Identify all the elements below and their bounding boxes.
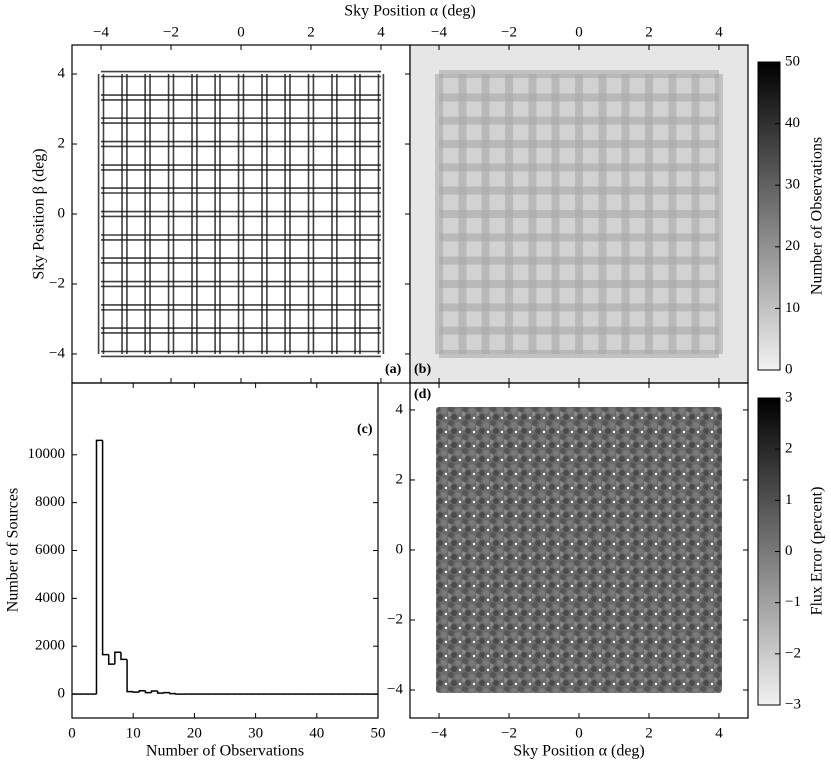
x-tick-label: −4 [431,24,447,40]
y-tick-label: 2000 [35,638,65,654]
colorbar-tick-label: −3 [785,696,801,712]
colorbar-tick-label: 10 [785,300,800,316]
histogram-step [169,692,177,695]
panel-label: (b) [414,362,431,377]
colorbar-label: Flux Error (percent) [809,487,826,616]
heatmap-stripe [644,74,653,354]
heatmap-stripe [668,74,677,354]
histogram-step [144,690,152,694]
histogram-step [138,689,146,693]
scatter-points [436,406,722,693]
y-tick-label: −2 [387,611,403,627]
x-tick-label: 20 [187,725,202,741]
x-tick-label: 0 [575,24,583,40]
y-tick-label: 6000 [35,542,65,558]
colorbar-tick-label: −2 [785,645,801,661]
y-label: Sky Position β (deg) [31,148,48,279]
x-tick-label: 4 [377,24,385,40]
heatmap-stripe [714,74,723,354]
heatmap-stripe [439,93,719,102]
histogram-step [150,690,158,693]
histogram-step [126,659,134,693]
colorbar-label: Number of Observations [809,137,826,295]
x-tick-label: −2 [501,24,517,40]
histogram-step [101,440,109,656]
x-tick-label: −2 [163,24,179,40]
y-tick-label: 2 [396,471,404,487]
x-tick-label: 50 [371,725,386,741]
heatmap-stripe [439,140,719,149]
histogram-step [114,651,121,665]
colorbar-tick-label: 3 [785,389,793,405]
heatmap-stripe [439,70,719,79]
panel-label: (a) [385,362,402,377]
x-tick-label: 0 [68,725,76,741]
panel-label: (c) [357,422,373,437]
colorbar-tick-label: 0 [785,543,793,559]
y-tick-label: −4 [49,345,65,361]
x-tick-label: −4 [431,725,447,741]
axes-frame [71,382,379,719]
y-label: Number of Sources [5,488,22,612]
x-tick-label: −2 [501,725,517,741]
heatmap-stripe [691,74,700,354]
heatmap-stripe [598,74,607,354]
panel-label: (d) [414,387,431,402]
colorbar [757,61,781,371]
histogram-step [95,439,103,695]
x-tick-label: 2 [645,725,653,741]
x-tick-label: 40 [309,725,324,741]
y-tick-label: 2 [58,135,66,151]
colorbar-tick-label: 20 [785,238,800,254]
histogram-step [156,690,164,694]
y-tick-label: 0 [58,686,66,702]
x-tick-label: 10 [126,725,141,741]
x-tick-label: 4 [715,24,723,40]
y-tick-label: 4000 [35,590,65,606]
colorbar-tick-label: 50 [785,53,800,69]
colorbar-tick-label: 0 [785,361,793,377]
y-tick-label: 4 [396,401,404,417]
heatmap-stripe [439,163,719,172]
x-tick-label: 0 [575,725,583,741]
x-label: Number of Observations [146,743,304,760]
y-tick-label: 0 [396,541,404,557]
x-tick-label: 30 [248,725,263,741]
x-tick-label: 4 [715,725,723,741]
heatmap-stripe [439,210,719,218]
histogram-step [107,654,115,665]
heatmap-stripe [439,116,719,125]
histogram-step [120,652,128,661]
heatmap-stripe [439,186,719,195]
colorbar-tick-label: 40 [785,115,800,131]
y-tick-label: 0 [58,205,66,221]
colorbar-tick-label: 2 [785,441,793,457]
heatmap-stripe [621,74,630,354]
x-tick-label: −4 [93,24,109,40]
x-tick-label: 2 [645,24,653,40]
x-label: Sky Position α (deg) [513,743,645,760]
colorbar-tick-label: −1 [785,594,801,610]
x-tick-label: 2 [307,24,315,40]
x-tick-label: 0 [237,24,245,40]
y-tick-label: 8000 [35,494,65,510]
colorbar-tick-label: 1 [785,492,793,508]
y-tick-label: 10000 [28,446,66,462]
y-tick-label: −4 [387,681,403,697]
colorbar-tick-label: 30 [785,177,800,193]
top-x-label: Sky Position α (deg) [344,3,476,20]
y-tick-label: −2 [49,275,65,291]
y-tick-label: 4 [58,65,66,81]
